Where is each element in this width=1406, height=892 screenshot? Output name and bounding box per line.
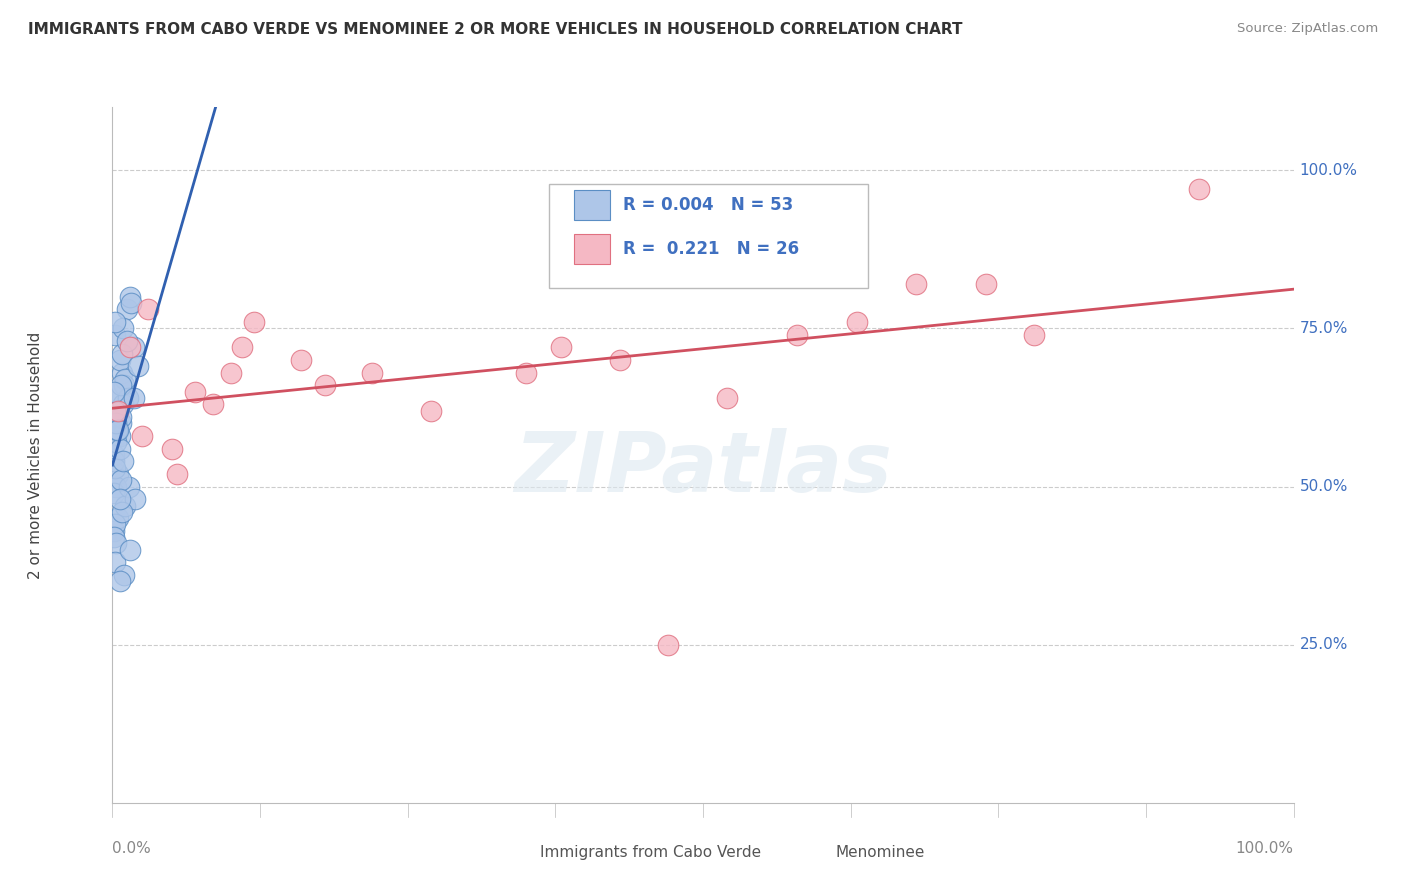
Point [111, 347, 134, 361]
Point [107, 511, 129, 525]
Point [114, 372, 136, 386]
Point [118, 479, 141, 493]
Text: 25.0%: 25.0% [1299, 637, 1348, 652]
Point [120, 290, 142, 304]
Point [420, 403, 443, 417]
Point [103, 524, 125, 538]
Point [107, 403, 129, 417]
FancyBboxPatch shape [501, 842, 530, 864]
Point [845, 315, 868, 329]
Point [115, 302, 138, 317]
Point [105, 423, 128, 437]
Point [786, 327, 808, 342]
Point [112, 378, 135, 392]
Point [550, 340, 572, 354]
Point [114, 499, 136, 513]
Point [290, 353, 312, 368]
Text: 50.0%: 50.0% [1299, 479, 1348, 494]
Point [110, 378, 132, 392]
Text: ZIPatlas: ZIPatlas [515, 428, 891, 509]
Point [361, 366, 384, 380]
Point [231, 340, 253, 354]
Point [110, 417, 132, 431]
Point [104, 460, 127, 475]
Point [124, 492, 146, 507]
Point [108, 574, 131, 589]
FancyBboxPatch shape [574, 234, 610, 264]
Point [112, 568, 135, 582]
Point [111, 505, 134, 519]
Point [104, 315, 127, 329]
Text: 2 or more Vehicles in Household: 2 or more Vehicles in Household [28, 331, 44, 579]
Point [160, 442, 183, 456]
Point [104, 556, 127, 570]
Point [120, 542, 142, 557]
Point [657, 638, 679, 652]
Point [127, 359, 149, 374]
Point [105, 435, 128, 450]
Point [103, 530, 125, 544]
Point [105, 536, 128, 550]
Point [184, 384, 207, 399]
Text: Menominee: Menominee [835, 846, 925, 861]
Point [166, 467, 188, 481]
Point [103, 454, 125, 468]
Point [110, 409, 132, 424]
FancyBboxPatch shape [550, 184, 869, 288]
Point [120, 340, 142, 354]
Point [219, 366, 242, 380]
Point [108, 353, 131, 368]
Point [716, 391, 738, 405]
Point [115, 334, 138, 348]
Point [112, 454, 135, 468]
Point [104, 403, 127, 417]
Text: R = 0.004   N = 53: R = 0.004 N = 53 [623, 196, 793, 214]
Point [107, 467, 129, 481]
Text: IMMIGRANTS FROM CABO VERDE VS MENOMINEE 2 OR MORE VEHICLES IN HOUSEHOLD CORRELAT: IMMIGRANTS FROM CABO VERDE VS MENOMINEE … [28, 22, 963, 37]
Point [103, 384, 125, 399]
Point [515, 366, 537, 380]
Point [105, 417, 128, 431]
Point [976, 277, 998, 292]
Point [105, 479, 128, 493]
Point [111, 366, 134, 380]
Text: R =  0.221   N = 26: R = 0.221 N = 26 [623, 240, 799, 258]
Point [112, 397, 135, 411]
Point [103, 448, 125, 462]
FancyBboxPatch shape [796, 842, 825, 864]
Point [136, 302, 159, 317]
Text: 100.0%: 100.0% [1299, 163, 1357, 178]
Point [104, 517, 127, 532]
Point [104, 384, 127, 399]
Point [112, 321, 135, 335]
Point [110, 473, 132, 487]
Point [107, 423, 129, 437]
Point [103, 486, 125, 500]
Text: 0.0%: 0.0% [112, 841, 152, 856]
Point [108, 429, 131, 443]
Point [105, 429, 128, 443]
Point [243, 315, 266, 329]
Point [104, 327, 127, 342]
Point [105, 403, 128, 417]
Point [131, 429, 153, 443]
Text: 75.0%: 75.0% [1299, 321, 1348, 336]
FancyBboxPatch shape [574, 190, 610, 220]
Point [609, 353, 631, 368]
Text: Source: ZipAtlas.com: Source: ZipAtlas.com [1237, 22, 1378, 36]
Point [122, 340, 145, 354]
Text: Immigrants from Cabo Verde: Immigrants from Cabo Verde [540, 846, 761, 861]
Point [1022, 327, 1045, 342]
Point [120, 296, 142, 310]
Point [122, 391, 145, 405]
Point [117, 391, 139, 405]
Point [108, 492, 131, 507]
Point [108, 442, 131, 456]
Point [314, 378, 336, 392]
Point [904, 277, 927, 292]
Point [201, 397, 224, 411]
Point [1188, 182, 1211, 196]
Text: 100.0%: 100.0% [1236, 841, 1294, 856]
